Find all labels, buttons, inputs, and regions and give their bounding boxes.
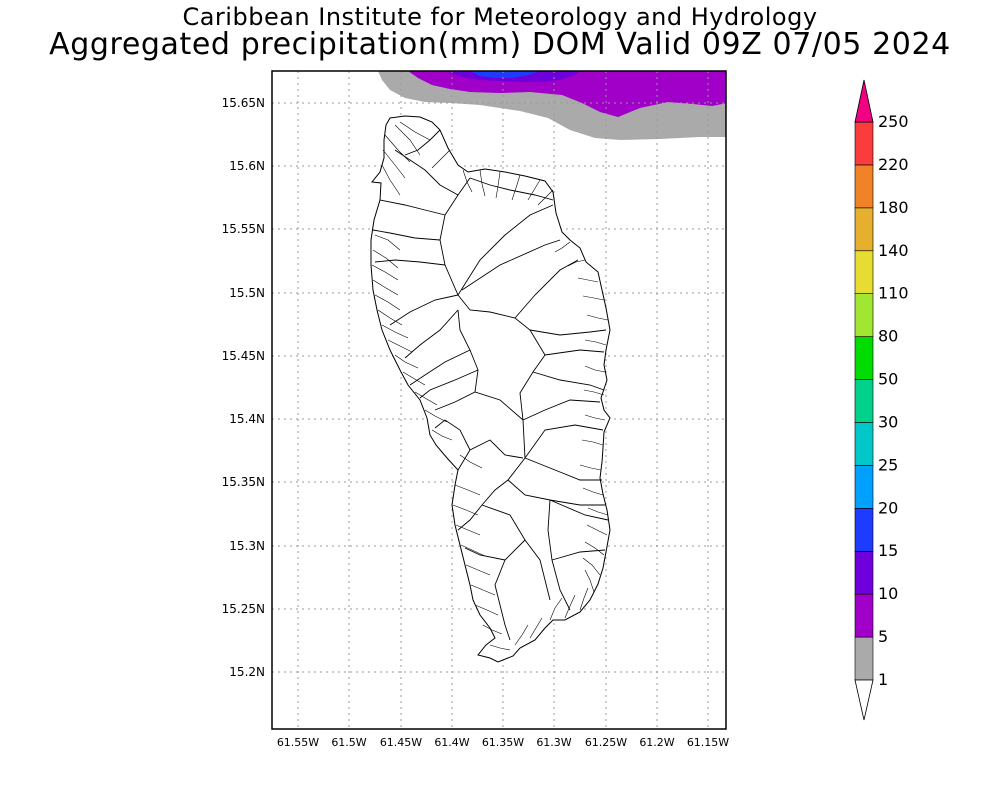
colorbar-swatch (854, 207, 874, 252)
lat-tick-label: 15.6N (229, 159, 265, 173)
colorbar-level-label: 50 (878, 370, 898, 389)
lon-tick-label: 61.55W (277, 736, 319, 749)
title-line-1: Caribbean Institute for Meteorology and … (182, 3, 818, 31)
lon-tick-label: 61.25W (585, 736, 627, 749)
title-line-2: Aggregated precipitation(mm) DOM Valid 0… (49, 27, 951, 62)
lat-tick-label: 15.2N (229, 665, 265, 679)
colorbar-level-label: 30 (878, 412, 898, 431)
colorbar-swatch (854, 508, 874, 552)
island-outline (370, 115, 611, 663)
colorbar-swatch (854, 293, 874, 337)
lat-tick-label: 15.65N (222, 96, 265, 110)
colorbar-level-label: 140 (878, 241, 909, 260)
lat-tick-label: 15.45N (222, 349, 265, 363)
colorbar-swatch (854, 379, 874, 423)
colorbar-level-label: 20 (878, 498, 898, 517)
precip-area-5-10mm (408, 71, 726, 117)
colorbar-top-arrow (854, 79, 874, 123)
lat-tick-label: 15.25N (222, 602, 265, 616)
colorbar-bottom-arrow (854, 679, 874, 721)
precip-area-15-20mm (470, 71, 540, 78)
island-dominica (370, 115, 611, 663)
colorbar-swatch (854, 550, 874, 595)
lat-tick-label: 15.35N (222, 475, 265, 489)
latitude-axis: 15.65N 15.6N 15.55N 15.5N 15.45N 15.4N 1… (222, 96, 265, 679)
colorbar-swatch (854, 465, 874, 509)
colorbar-level-label: 80 (878, 327, 898, 346)
coastal-streams (371, 121, 609, 651)
colorbar-level-label: 15 (878, 541, 898, 560)
colorbar-swatch (854, 593, 874, 638)
colorbar-level-label: 25 (878, 455, 898, 474)
lon-tick-label: 61.35W (482, 736, 524, 749)
colorbar-swatch (854, 336, 874, 380)
colorbar-swatch (854, 164, 874, 209)
colorbar-level-label: 180 (878, 198, 909, 217)
lat-tick-label: 15.4N (229, 412, 265, 426)
colorbar-swatches (854, 121, 874, 681)
longitude-axis: 61.55W 61.5W 61.45W 61.4W 61.35W 61.3W 6… (277, 736, 729, 749)
lon-tick-label: 61.5W (331, 736, 366, 749)
lat-tick-label: 15.3N (229, 539, 265, 553)
lat-tick-label: 15.55N (222, 222, 265, 236)
colorbar-level-label: 10 (878, 584, 898, 603)
watershed-boundaries (372, 129, 609, 641)
colorbar-swatch (854, 636, 874, 681)
colorbar-level-label: 1 (878, 670, 888, 689)
precip-shading (378, 71, 726, 140)
lon-tick-label: 61.4W (434, 736, 469, 749)
lon-tick-label: 61.15W (687, 736, 729, 749)
lon-tick-label: 61.2W (639, 736, 674, 749)
colorbar-swatch (854, 121, 874, 166)
lon-tick-label: 61.45W (380, 736, 422, 749)
map-frame (271, 70, 727, 730)
lat-tick-label: 15.5N (229, 286, 265, 300)
colorbar-level-label: 110 (878, 284, 909, 303)
colorbar-level-label: 250 (878, 112, 909, 131)
colorbar-level-label: 5 (878, 627, 888, 646)
colorbar-swatch (854, 250, 874, 294)
colorbar-level-label: 220 (878, 155, 909, 174)
colorbar-swatch (854, 422, 874, 466)
lon-tick-label: 61.3W (536, 736, 571, 749)
